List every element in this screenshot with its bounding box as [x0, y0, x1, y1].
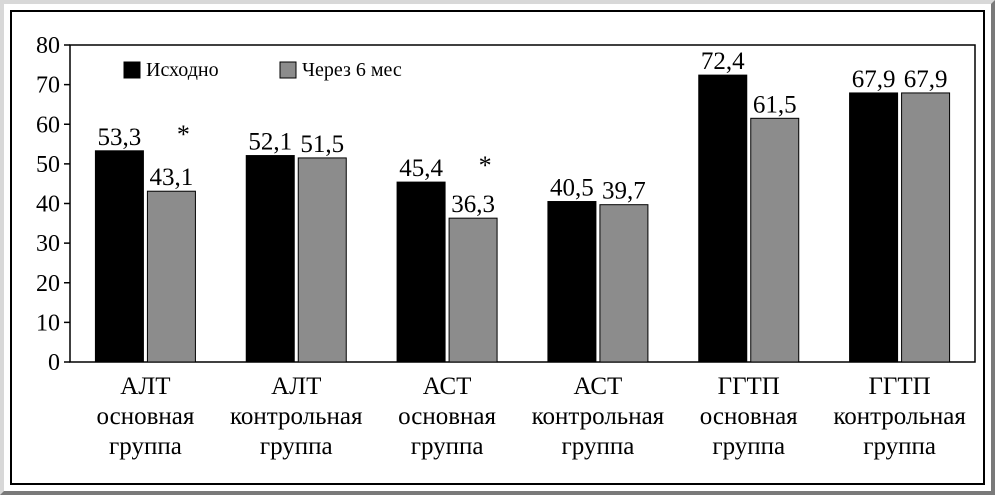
category-label: АСТ	[423, 373, 472, 400]
category-label: контрольная	[532, 403, 665, 430]
bar	[297, 157, 347, 363]
category-label: контрольная	[230, 403, 363, 430]
annotations: **	[177, 120, 492, 180]
legend-swatch	[279, 61, 297, 79]
y-tick-label: 60	[36, 112, 60, 138]
significance-marker: *	[479, 151, 492, 180]
data-label: 67,9	[852, 66, 896, 93]
data-label: 39,7	[602, 178, 646, 205]
bar	[698, 74, 748, 363]
data-label: 53,3	[98, 124, 142, 151]
y-axis: 0 10 20 30 40 50 60 70 80	[36, 33, 976, 376]
bar	[599, 204, 649, 363]
y-tick-label: 70	[36, 73, 60, 99]
bar	[849, 92, 899, 363]
data-label: 67,9	[904, 66, 948, 93]
category-label: группа	[562, 433, 635, 460]
y-tick-label: 0	[48, 350, 60, 376]
data-label: 52,1	[248, 129, 292, 156]
category-label: группа	[260, 433, 333, 460]
data-label: 40,5	[550, 175, 594, 202]
legend-label: Исходно	[146, 59, 219, 81]
category-label: ГГТП	[868, 373, 930, 400]
value-labels: 53,3 43,1 52,1 51,5 45,4 36,3 40,5 39,7 72,4 61,5…	[98, 48, 948, 218]
y-tick-label: 30	[36, 231, 60, 257]
legend-label: Через 6 мес	[302, 59, 402, 81]
y-tick-label: 20	[36, 271, 60, 297]
plot-area	[69, 44, 976, 363]
significance-marker: *	[177, 120, 190, 149]
bar	[750, 117, 800, 363]
bar	[396, 181, 446, 363]
legend: Исходно Через 6 мес	[123, 59, 402, 81]
category-labels: АЛТ основная группа АЛТ контрольная группа АСТ…	[96, 373, 966, 460]
data-label: 36,3	[451, 191, 495, 218]
category-label: группа	[411, 433, 484, 460]
bar	[94, 150, 144, 363]
y-tick-label: 80	[36, 33, 60, 59]
category-label: группа	[712, 433, 785, 460]
bar	[245, 155, 295, 363]
bar	[547, 201, 597, 363]
bar	[146, 190, 196, 363]
y-tick-label: 40	[36, 192, 60, 218]
y-tick-label: 50	[36, 152, 60, 178]
data-label: 61,5	[753, 91, 797, 118]
category-label: АЛТ	[271, 373, 321, 400]
category-label: основная	[96, 403, 194, 430]
category-label: основная	[398, 403, 496, 430]
category-label: АЛТ	[120, 373, 170, 400]
category-label: АСТ	[574, 373, 623, 400]
category-label: основная	[700, 403, 798, 430]
legend-swatch	[123, 61, 141, 79]
category-label: группа	[109, 433, 182, 460]
data-label: 51,5	[300, 131, 344, 158]
bars	[94, 74, 951, 363]
y-tick-label: 10	[36, 310, 60, 336]
category-label: контрольная	[833, 403, 966, 430]
category-label: группа	[863, 433, 936, 460]
bar	[448, 217, 498, 363]
data-label: 43,1	[150, 164, 194, 191]
chart-border	[10, 10, 985, 485]
bar	[901, 92, 951, 363]
data-label: 72,4	[701, 48, 745, 75]
data-label: 45,4	[399, 155, 443, 182]
category-label: ГГТП	[718, 373, 780, 400]
